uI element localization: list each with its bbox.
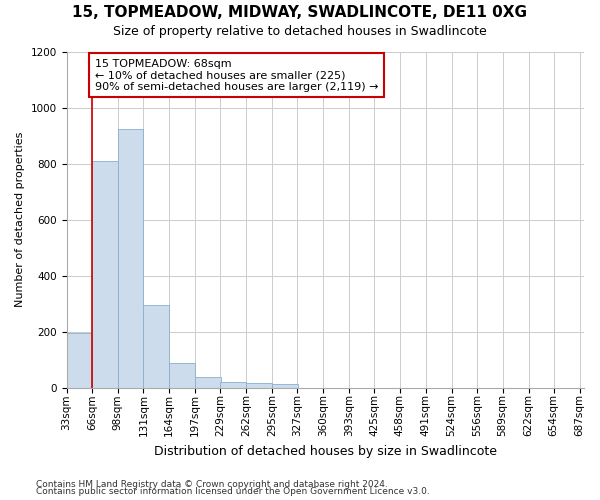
Bar xyxy=(195,377,221,388)
X-axis label: Distribution of detached houses by size in Swadlincote: Distribution of detached houses by size … xyxy=(154,444,497,458)
Bar xyxy=(92,161,118,388)
Bar xyxy=(67,333,92,388)
Bar xyxy=(143,305,169,388)
Text: Size of property relative to detached houses in Swadlincote: Size of property relative to detached ho… xyxy=(113,25,487,38)
Text: 15, TOPMEADOW, MIDWAY, SWADLINCOTE, DE11 0XG: 15, TOPMEADOW, MIDWAY, SWADLINCOTE, DE11… xyxy=(73,5,527,20)
Bar xyxy=(220,382,246,388)
Bar xyxy=(272,384,298,388)
Bar xyxy=(169,363,195,388)
Y-axis label: Number of detached properties: Number of detached properties xyxy=(15,132,25,308)
Bar xyxy=(246,382,272,388)
Text: Contains public sector information licensed under the Open Government Licence v3: Contains public sector information licen… xyxy=(36,487,430,496)
Text: Contains HM Land Registry data © Crown copyright and database right 2024.: Contains HM Land Registry data © Crown c… xyxy=(36,480,388,489)
Text: 15 TOPMEADOW: 68sqm
← 10% of detached houses are smaller (225)
90% of semi-detac: 15 TOPMEADOW: 68sqm ← 10% of detached ho… xyxy=(95,58,379,92)
Bar xyxy=(118,128,143,388)
